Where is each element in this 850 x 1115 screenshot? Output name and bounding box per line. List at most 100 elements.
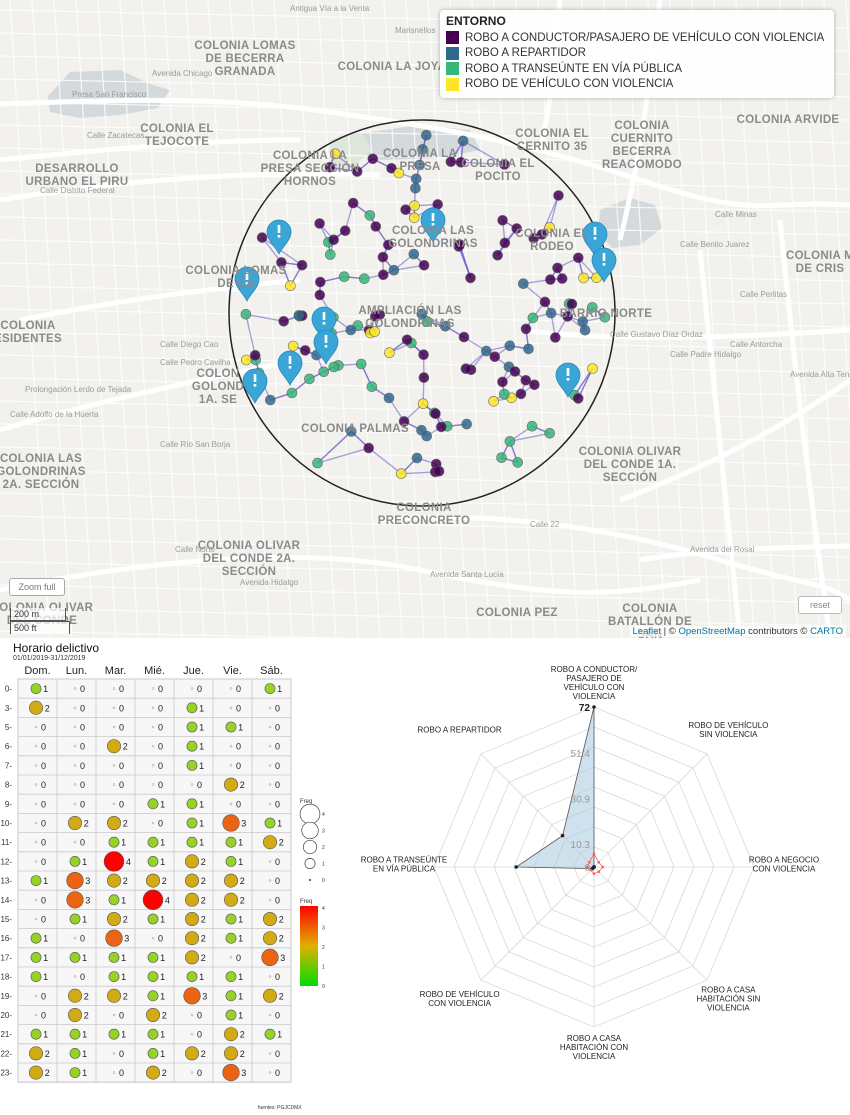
incident-marker[interactable] [256,232,268,243]
incident-marker[interactable] [496,452,507,464]
incident-marker[interactable] [414,159,425,171]
incident-marker[interactable] [314,289,326,301]
incident-marker[interactable] [285,280,296,292]
incident-marker[interactable] [433,465,445,477]
incident-marker[interactable] [304,373,315,385]
incident-marker[interactable] [539,296,551,308]
incident-marker[interactable] [544,222,556,233]
map-canvas[interactable] [0,0,850,638]
incident-marker[interactable] [578,272,589,284]
incident-marker[interactable] [314,218,325,229]
alert-pin-icon[interactable] [555,362,581,398]
incident-marker[interactable] [401,334,413,346]
incident-marker[interactable] [358,273,370,285]
incident-marker[interactable] [504,436,516,447]
alert-pin-icon[interactable] [277,350,303,386]
incident-marker[interactable] [418,349,429,361]
incident-marker[interactable] [339,225,351,236]
incident-marker[interactable] [416,308,428,320]
incident-marker[interactable] [393,167,405,179]
alert-pin-icon[interactable] [591,247,617,283]
incident-marker[interactable] [489,351,501,363]
incident-marker[interactable] [286,387,298,399]
incident-marker[interactable] [347,197,359,209]
incident-marker[interactable] [512,457,524,468]
alert-pin-icon[interactable] [420,207,446,243]
incident-marker[interactable] [497,215,508,226]
incident-marker[interactable] [572,252,584,264]
incident-marker[interactable] [435,421,447,433]
incident-marker[interactable] [345,324,357,336]
incident-marker[interactable] [418,259,430,271]
incident-marker[interactable] [411,452,423,464]
incident-marker[interactable] [299,345,311,356]
incident-marker[interactable] [439,320,451,332]
incident-marker[interactable] [587,363,598,374]
incident-marker[interactable] [408,212,420,224]
incident-marker[interactable] [410,173,422,185]
incident-marker[interactable] [545,274,556,285]
incident-marker[interactable] [461,418,473,430]
incident-marker[interactable] [328,361,340,373]
incident-marker[interactable] [329,148,341,160]
incident-marker[interactable] [328,234,340,246]
incident-marker[interactable] [566,298,578,310]
incident-marker[interactable] [369,326,381,337]
incident-marker[interactable] [553,190,564,201]
incident-marker[interactable] [460,363,472,375]
incident-marker[interactable] [421,316,433,328]
incident-marker[interactable] [398,416,410,427]
incident-marker[interactable] [458,331,470,343]
incident-marker[interactable] [515,388,527,400]
incident-marker[interactable] [520,374,532,386]
incident-marker[interactable] [369,311,381,322]
incident-marker[interactable] [377,251,389,263]
incident-marker[interactable] [417,398,429,410]
incident-marker[interactable] [529,379,540,391]
incident-marker[interactable] [417,144,428,155]
incident-marker[interactable] [480,345,492,357]
alert-pin-icon[interactable] [234,266,260,302]
incident-marker[interactable] [382,239,394,251]
incident-marker[interactable] [366,381,378,393]
incident-marker[interactable] [492,250,503,261]
incident-marker[interactable] [499,159,510,170]
incident-marker[interactable] [278,315,290,327]
carto-link[interactable]: CARTO [810,626,843,637]
incident-marker[interactable] [314,276,326,288]
alert-pin-icon[interactable] [242,368,268,404]
incident-marker[interactable] [511,223,523,234]
incident-marker[interactable] [498,388,510,400]
incident-marker[interactable] [264,394,276,406]
incident-marker[interactable] [520,323,532,335]
incident-marker[interactable] [457,135,469,147]
incident-marker[interactable] [599,311,611,323]
incident-marker[interactable] [287,340,299,352]
incident-marker[interactable] [367,153,379,165]
alert-pin-icon[interactable] [582,221,608,257]
alert-pin-icon[interactable] [313,329,339,365]
incident-marker[interactable] [465,272,476,284]
incident-marker[interactable] [388,264,400,276]
incident-marker[interactable] [454,239,466,250]
incident-marker[interactable] [556,273,568,284]
incident-marker[interactable] [504,340,516,352]
incident-marker[interactable] [384,347,395,359]
incident-marker[interactable] [579,324,591,336]
incident-marker[interactable] [517,278,529,290]
incident-marker[interactable] [293,310,305,321]
incident-marker[interactable] [488,395,499,407]
incident-marker[interactable] [549,332,561,343]
incident-marker[interactable] [526,420,538,432]
incident-marker[interactable] [345,426,357,437]
incident-marker[interactable] [562,311,573,322]
incident-marker[interactable] [445,156,457,167]
reset-button[interactable]: reset [798,596,842,614]
incident-marker[interactable] [312,457,323,469]
incident-marker[interactable] [418,372,430,383]
incident-marker[interactable] [410,182,421,194]
incident-marker[interactable] [430,408,441,420]
incident-marker[interactable] [544,427,556,439]
incident-marker[interactable] [536,229,548,240]
incident-marker[interactable] [296,259,308,271]
